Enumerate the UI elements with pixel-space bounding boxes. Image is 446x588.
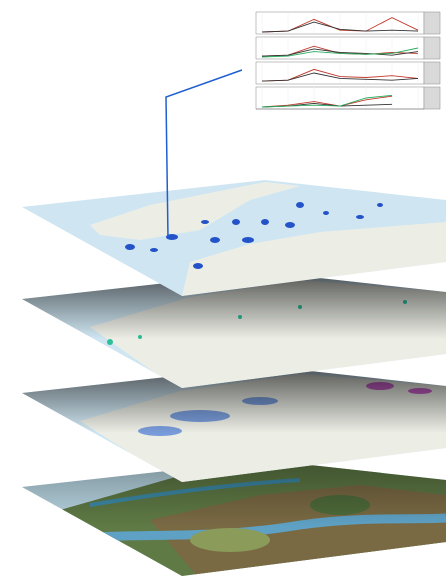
series-line: [261, 94, 393, 108]
panel-strip: [423, 11, 441, 35]
series-line: [261, 72, 419, 82]
series-line: [261, 47, 419, 58]
series-line: [261, 21, 419, 33]
panel-strip: [423, 36, 441, 60]
inset-chart: [242, 8, 444, 126]
series-line: [261, 95, 393, 108]
series-line: [261, 48, 419, 57]
panel-strip: [423, 61, 441, 85]
panel-strip: [423, 86, 441, 110]
connector-line: [165, 69, 243, 239]
